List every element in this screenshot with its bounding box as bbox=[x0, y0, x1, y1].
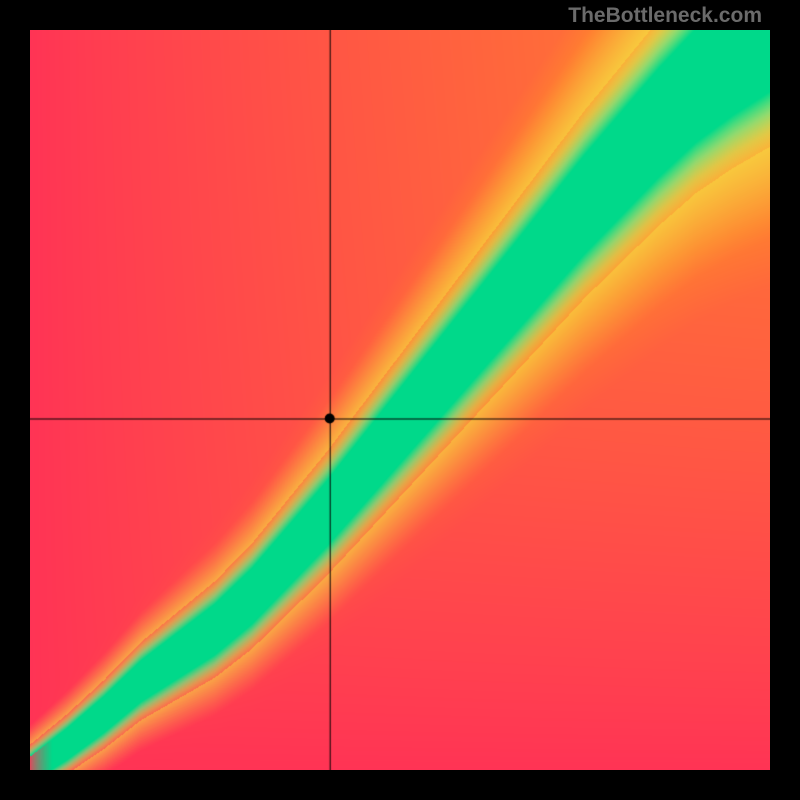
watermark-text: TheBottleneck.com bbox=[568, 4, 762, 28]
chart-container: TheBottleneck.com bbox=[0, 0, 800, 800]
heatmap-canvas bbox=[30, 30, 770, 770]
